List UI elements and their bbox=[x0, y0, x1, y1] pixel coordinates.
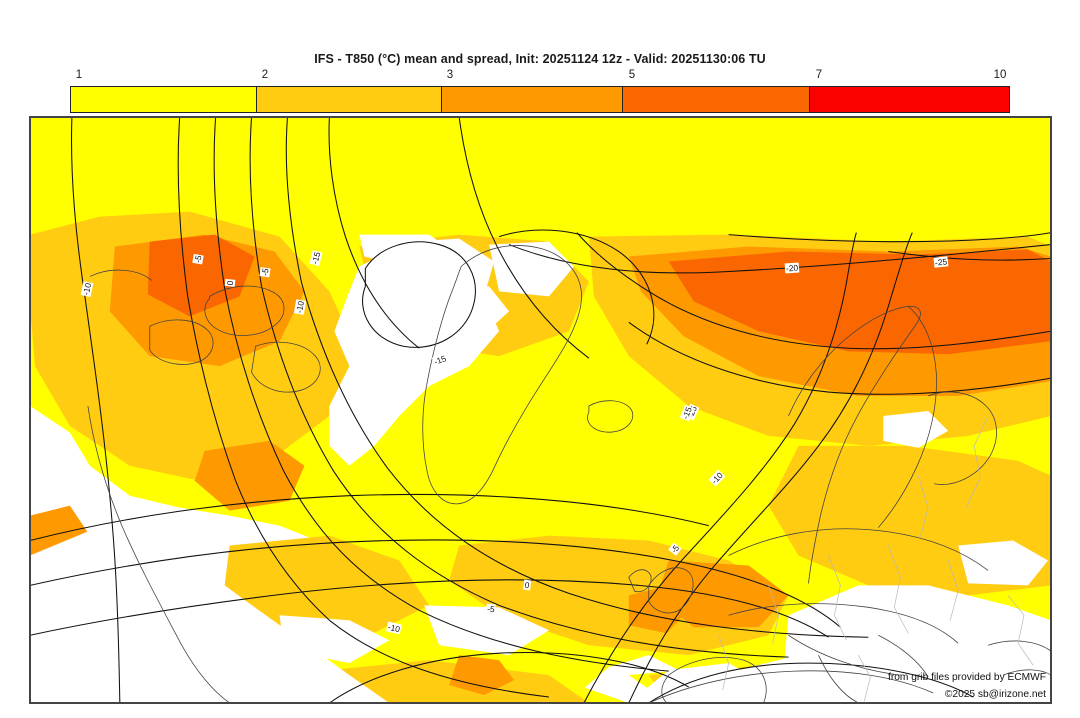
map-graphic bbox=[30, 117, 1051, 703]
colorbar-tick-2: 2 bbox=[261, 69, 269, 81]
colorbar-tick-7: 7 bbox=[815, 69, 823, 81]
contour-label: 0 bbox=[224, 279, 236, 287]
contour-label: -5 bbox=[259, 266, 271, 278]
contour-label: -20 bbox=[784, 262, 800, 274]
colorbar-segment-5-7 bbox=[623, 87, 811, 112]
contour-label: 0 bbox=[523, 579, 531, 591]
contour-label: -25 bbox=[933, 256, 949, 268]
colorbar-tick-3: 3 bbox=[446, 69, 454, 81]
colorbar-segment-7-10 bbox=[810, 87, 1009, 112]
credit-source: from grib files provided by ECMWF bbox=[888, 672, 1046, 683]
map-canvas[interactable]: -10-50-5-10-15-15-20-25-25-15-10-50-5-10 bbox=[29, 116, 1052, 704]
contour-label: -5 bbox=[485, 603, 497, 615]
colorbar-segment-1-2 bbox=[71, 87, 257, 112]
contour-label: -5 bbox=[192, 253, 204, 265]
colorbar-tick-1: 1 bbox=[75, 69, 83, 81]
colorbar-segment-2-3 bbox=[256, 87, 442, 112]
colorbar-segment-3-5 bbox=[441, 87, 624, 112]
colorbar: 1 2 3 5 7 10 bbox=[70, 69, 1010, 113]
colorbar-tick-10: 10 bbox=[993, 69, 1007, 81]
colorbar-gradient bbox=[70, 86, 1010, 113]
colorbar-tick-5: 5 bbox=[628, 69, 636, 81]
page-title: IFS - T850 (°C) mean and spread, Init: 2… bbox=[314, 52, 766, 66]
credit-copyright: ©2025 sb@irizone.net bbox=[944, 689, 1046, 700]
